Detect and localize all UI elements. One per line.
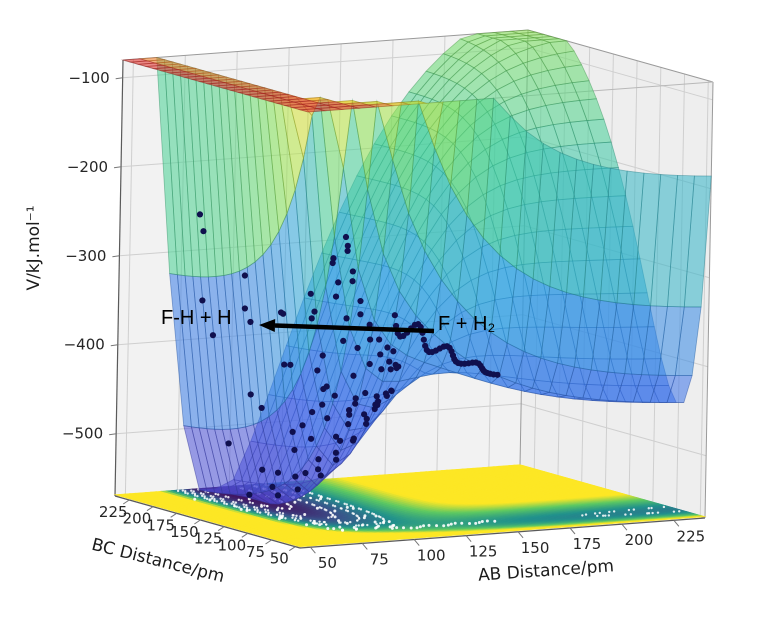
surface-plot-canvas bbox=[0, 0, 776, 631]
figure-3d-potential-energy-surface: V/kJ.mol⁻¹ AB Distance/pm BC Distance/pm… bbox=[0, 0, 776, 631]
